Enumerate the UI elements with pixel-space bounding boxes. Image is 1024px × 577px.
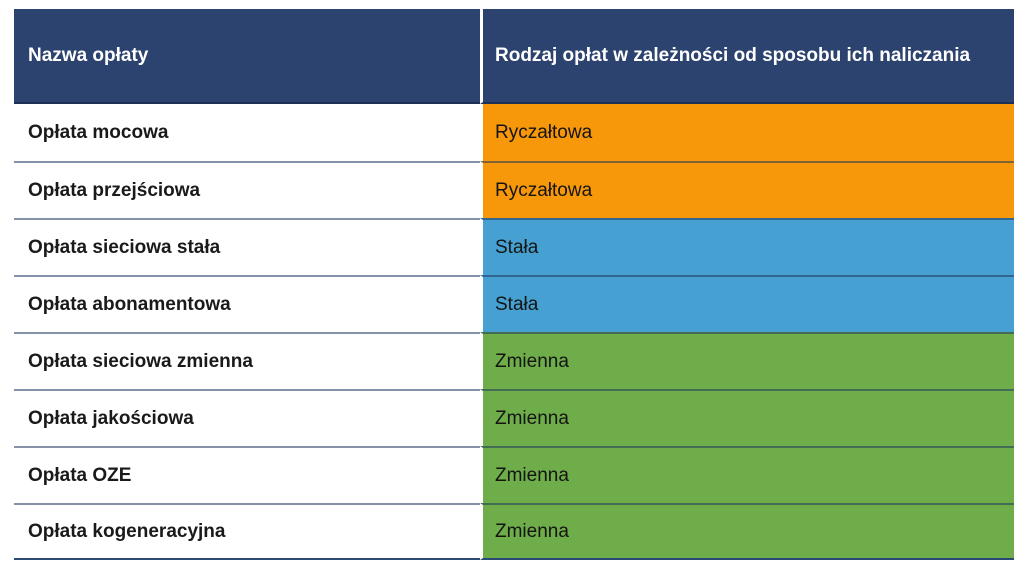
billing-type-cell: Zmienna xyxy=(480,503,1014,560)
fee-table: Nazwa opłaty Rodzaj opłat w zależności o… xyxy=(14,9,1014,560)
billing-type-cell: Stała xyxy=(480,275,1014,332)
billing-type-cell: Zmienna xyxy=(480,446,1014,503)
table-row: Opłata sieciowa zmienna Zmienna xyxy=(14,332,1014,389)
fee-name-cell: Opłata abonamentowa xyxy=(14,275,480,332)
fee-name-cell: Opłata sieciowa zmienna xyxy=(14,332,480,389)
fee-name-cell: Opłata sieciowa stała xyxy=(14,218,480,275)
fee-name-cell: Opłata kogeneracyjna xyxy=(14,503,480,560)
table-row: Opłata abonamentowa Stała xyxy=(14,275,1014,332)
billing-type-cell: Zmienna xyxy=(480,332,1014,389)
billing-type-cell: Ryczałtowa xyxy=(480,161,1014,218)
fee-name-cell: Opłata mocowa xyxy=(14,104,480,161)
fee-name-cell: Opłata jakościowa xyxy=(14,389,480,446)
billing-type-cell: Ryczałtowa xyxy=(480,104,1014,161)
header-row: Nazwa opłaty Rodzaj opłat w zależności o… xyxy=(14,9,1014,104)
table-row: Opłata jakościowa Zmienna xyxy=(14,389,1014,446)
fee-name-cell: Opłata przejściowa xyxy=(14,161,480,218)
table-row: Opłata sieciowa stała Stała xyxy=(14,218,1014,275)
table-row: Opłata OZE Zmienna xyxy=(14,446,1014,503)
table-row: Opłata mocowa Ryczałtowa xyxy=(14,104,1014,161)
table-body: Opłata mocowa Ryczałtowa Opłata przejściow… xyxy=(14,104,1014,560)
fee-name-cell: Opłata OZE xyxy=(14,446,480,503)
fee-table-header: Nazwa opłaty Rodzaj opłat w zależności o… xyxy=(14,9,1014,104)
column-header-fee-name: Nazwa opłaty xyxy=(14,9,480,104)
billing-type-cell: Stała xyxy=(480,218,1014,275)
column-header-billing-type: Rodzaj opłat w zależności od sposobu ich… xyxy=(480,9,1014,104)
table-row: Opłata kogeneracyjna Zmienna xyxy=(14,503,1014,560)
table-row: Opłata przejściowa Ryczałtowa xyxy=(14,161,1014,218)
billing-type-cell: Zmienna xyxy=(480,389,1014,446)
